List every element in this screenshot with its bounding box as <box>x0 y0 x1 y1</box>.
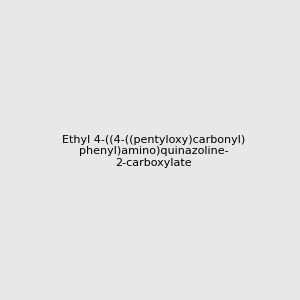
Text: Ethyl 4-((4-((pentyloxy)carbonyl)
phenyl)amino)quinazoline-
2-carboxylate: Ethyl 4-((4-((pentyloxy)carbonyl) phenyl… <box>62 135 245 168</box>
